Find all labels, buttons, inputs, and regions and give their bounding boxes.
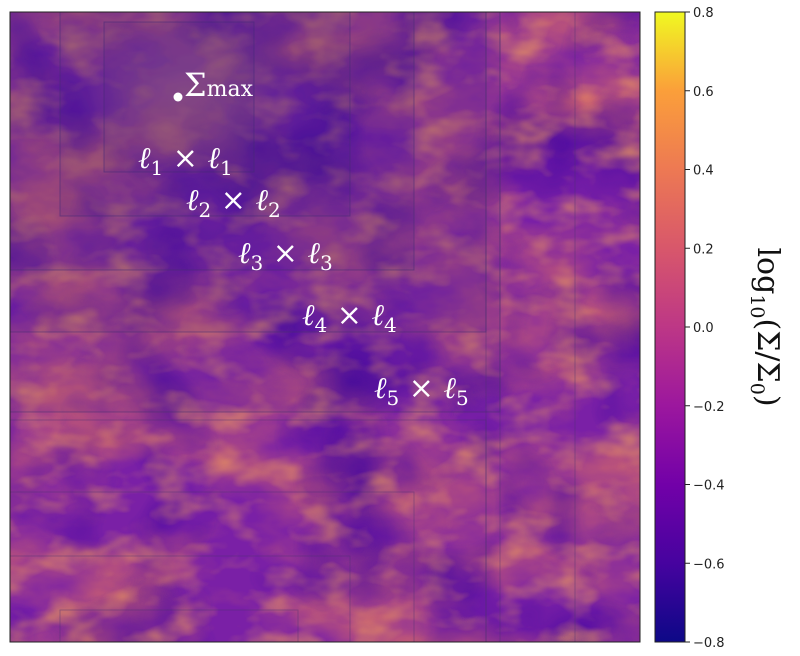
box-label-3: ℓ3 × ℓ3: [238, 236, 333, 275]
colorbar-tick-label: 0.8: [693, 6, 714, 21]
colorbar-tick-label: 0.6: [693, 85, 714, 100]
reflected-box-edge: [10, 555, 351, 642]
analysis-box-4: [10, 12, 487, 333]
colorbar-tick-label: 0.4: [693, 164, 714, 179]
analysis-box-2: [59, 12, 351, 217]
box-label-1: ℓ1 × ℓ1: [138, 141, 233, 180]
reflected-box-edge: [485, 12, 501, 642]
sigma-max-marker: [173, 92, 183, 102]
density-map: [10, 12, 640, 642]
reflected-box-edge: [10, 491, 415, 642]
analysis-box-5: [10, 12, 501, 413]
box-label-4: ℓ4 × ℓ4: [302, 298, 397, 337]
box-label-2: ℓ2 × ℓ2: [186, 183, 281, 222]
peak-glow: [75, 12, 295, 170]
colorbar: 0.8 0.6 0.4 0.2 0.0 −0.2 −0.4 −0.6 −0.8 log10(Σ/…: [654, 6, 785, 651]
colorbar-tick-label: −0.2: [693, 400, 725, 415]
reflected-box-edge: [574, 12, 640, 642]
colorbar-ticks: 0.8 0.6 0.4 0.2 0.0 −0.2 −0.4 −0.6 −0.8: [685, 6, 725, 651]
colorbar-tick-label: 0.2: [693, 242, 714, 257]
sigma-max-label: Σmax: [184, 66, 254, 104]
colorbar-tick-label: −0.4: [693, 479, 725, 494]
map-frame: [9, 11, 641, 643]
colorbar-gradient: [654, 11, 686, 643]
reflected-box-edge: [10, 419, 487, 642]
colorbar-tick-label: −0.8: [693, 636, 725, 651]
colorbar-tick-label: 0.0: [693, 321, 714, 336]
box-label-5: ℓ5 × ℓ5: [374, 371, 469, 410]
analysis-box-3: [10, 12, 415, 271]
reflected-box-edge: [59, 609, 299, 642]
colorbar-tick-label: −0.6: [693, 557, 725, 572]
colorbar-label: log10(Σ/Σ0): [746, 247, 785, 406]
analysis-boxes: [10, 12, 640, 642]
